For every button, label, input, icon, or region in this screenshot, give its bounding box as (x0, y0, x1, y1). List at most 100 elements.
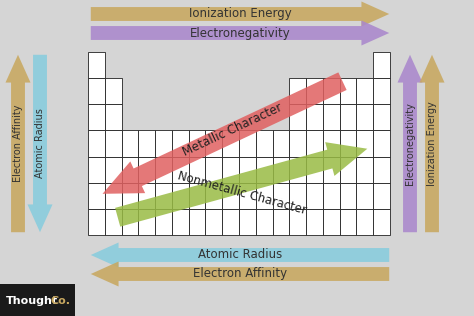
Bar (356, 156, 373, 183)
Bar (373, 183, 390, 209)
Bar (289, 183, 306, 209)
Bar (256, 156, 273, 183)
Bar (289, 131, 306, 156)
Bar (105, 156, 121, 183)
Bar (239, 209, 256, 235)
Bar (155, 183, 172, 209)
FancyArrowPatch shape (6, 55, 30, 232)
Bar (373, 52, 390, 78)
Bar (356, 183, 373, 209)
Text: Ionization Energy: Ionization Energy (189, 8, 292, 21)
Bar (205, 131, 222, 156)
Bar (323, 104, 340, 131)
Bar (289, 104, 306, 131)
Bar (323, 209, 340, 235)
Bar (273, 209, 289, 235)
Bar (306, 131, 323, 156)
Bar (121, 183, 138, 209)
Text: Electronegativity: Electronegativity (405, 102, 415, 185)
Bar (340, 78, 356, 104)
Bar (189, 183, 205, 209)
Bar (373, 156, 390, 183)
Text: Metallic Character: Metallic Character (181, 100, 284, 158)
Bar (105, 209, 121, 235)
Text: Electronegativity: Electronegativity (190, 27, 291, 40)
Bar (373, 131, 390, 156)
FancyArrowPatch shape (102, 72, 346, 194)
Bar (121, 156, 138, 183)
Bar (373, 104, 390, 131)
FancyArrowPatch shape (419, 55, 445, 232)
Bar (222, 156, 239, 183)
Bar (138, 156, 155, 183)
Bar (239, 131, 256, 156)
Bar (138, 131, 155, 156)
FancyArrowPatch shape (398, 55, 422, 232)
Bar (340, 156, 356, 183)
Bar (306, 156, 323, 183)
Bar (256, 209, 273, 235)
Text: Atomic Radius: Atomic Radius (35, 109, 45, 179)
Bar (88, 131, 105, 156)
Bar (172, 209, 189, 235)
Bar (256, 131, 273, 156)
Bar (340, 104, 356, 131)
Bar (155, 209, 172, 235)
Bar (340, 209, 356, 235)
Bar (155, 156, 172, 183)
Bar (172, 156, 189, 183)
Bar (373, 78, 390, 104)
Bar (88, 104, 105, 131)
Text: Electron Affinity: Electron Affinity (193, 268, 287, 281)
Bar (356, 209, 373, 235)
Bar (239, 183, 256, 209)
Bar (222, 183, 239, 209)
Bar (289, 78, 306, 104)
Text: Ionization Energy: Ionization Energy (427, 101, 437, 186)
Bar (138, 183, 155, 209)
Bar (323, 131, 340, 156)
FancyArrowPatch shape (91, 242, 389, 268)
Bar (105, 104, 121, 131)
Bar (323, 156, 340, 183)
FancyArrowPatch shape (27, 55, 53, 232)
FancyArrowPatch shape (91, 2, 389, 27)
Bar (256, 183, 273, 209)
Bar (273, 183, 289, 209)
Bar (222, 131, 239, 156)
Bar (0, 284, 75, 316)
Bar (121, 131, 138, 156)
Bar (205, 156, 222, 183)
Bar (306, 78, 323, 104)
Bar (138, 209, 155, 235)
Bar (189, 131, 205, 156)
Bar (189, 209, 205, 235)
Bar (306, 104, 323, 131)
Bar (356, 104, 373, 131)
Text: Nonmetallic Character: Nonmetallic Character (177, 169, 309, 217)
Bar (323, 78, 340, 104)
Bar (222, 209, 239, 235)
FancyArrowPatch shape (115, 142, 367, 227)
Text: Atomic Radius: Atomic Radius (198, 248, 282, 262)
Bar (88, 52, 105, 78)
Bar (88, 156, 105, 183)
Text: Co.: Co. (51, 296, 71, 306)
Bar (373, 209, 390, 235)
FancyArrowPatch shape (91, 262, 389, 287)
Bar (356, 78, 373, 104)
Bar (105, 131, 121, 156)
Bar (88, 209, 105, 235)
Bar (340, 183, 356, 209)
Bar (356, 131, 373, 156)
Bar (306, 209, 323, 235)
FancyArrowPatch shape (91, 21, 389, 46)
Bar (306, 183, 323, 209)
Bar (205, 209, 222, 235)
Text: Thought: Thought (6, 296, 58, 306)
Bar (273, 156, 289, 183)
Bar (105, 78, 121, 104)
Bar (88, 78, 105, 104)
Bar (172, 183, 189, 209)
Bar (289, 156, 306, 183)
